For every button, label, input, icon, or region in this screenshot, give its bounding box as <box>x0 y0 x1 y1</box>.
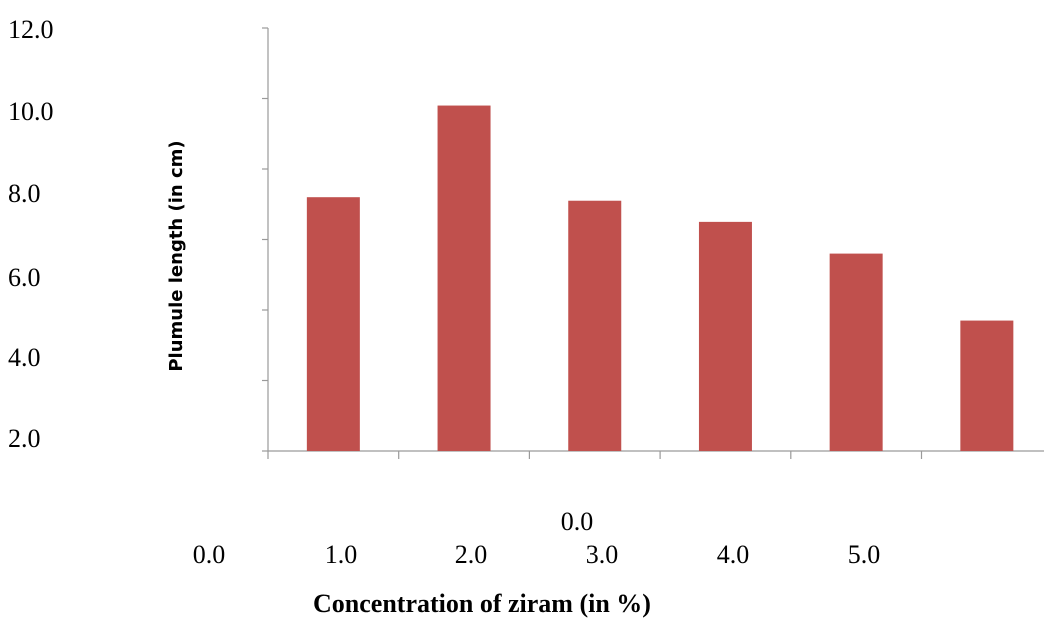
bar <box>437 105 491 452</box>
x-axis-title: Concentration of ziram (in %) <box>313 589 651 618</box>
bar <box>306 197 360 451</box>
y-tick-label: 10.0 <box>8 97 54 126</box>
bar <box>698 221 752 451</box>
x-tick-label: 0.0 <box>561 507 594 536</box>
y-tick-label: 4.0 <box>8 343 41 372</box>
y-tick-label: 6.0 <box>8 263 41 292</box>
bar <box>568 200 622 451</box>
y-axis-title: Plumule length (in cm) <box>166 140 187 371</box>
y-tick-label: 2.0 <box>8 424 41 453</box>
x-tick-label: 2.0 <box>455 540 488 569</box>
bar <box>829 253 883 451</box>
x-tick-label: 4.0 <box>717 540 750 569</box>
y-axis-tick-labels: 12.0 10.0 8.0 6.0 4.0 2.0 <box>8 15 54 453</box>
y-axis <box>262 27 269 452</box>
x-tick-label: 5.0 <box>848 540 881 569</box>
x-tick-label: 1.0 <box>325 540 358 569</box>
bars <box>306 105 1014 452</box>
x-axis <box>267 450 1044 459</box>
x-tick-label: 0.0 <box>193 540 226 569</box>
x-axis-tick-labels: 0.0 0.0 1.0 2.0 3.0 4.0 5.0 <box>193 507 881 569</box>
x-tick-label: 3.0 <box>586 540 619 569</box>
bar <box>960 320 1014 451</box>
y-tick-label: 8.0 <box>8 179 41 208</box>
y-tick-label: 12.0 <box>8 15 54 44</box>
